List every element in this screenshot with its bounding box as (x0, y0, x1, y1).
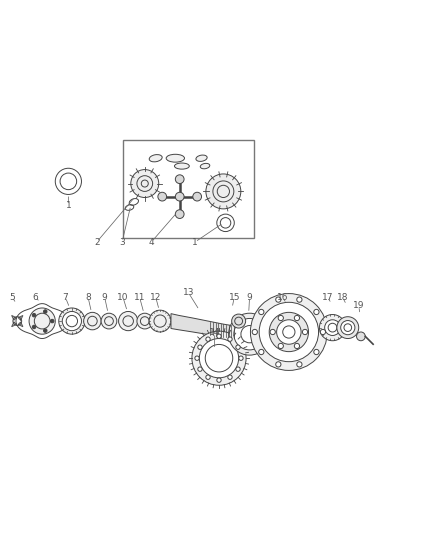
Ellipse shape (196, 155, 207, 161)
Circle shape (251, 294, 327, 370)
Circle shape (294, 343, 300, 349)
Text: 5: 5 (9, 293, 15, 302)
Ellipse shape (174, 163, 189, 169)
Ellipse shape (200, 164, 210, 169)
Circle shape (175, 210, 184, 219)
Bar (123, 140, 254, 238)
Text: 13: 13 (183, 288, 194, 297)
Polygon shape (12, 322, 16, 327)
Text: 4: 4 (148, 238, 154, 247)
Circle shape (234, 318, 265, 350)
Circle shape (198, 367, 202, 372)
Circle shape (62, 311, 81, 330)
Circle shape (228, 375, 232, 379)
Circle shape (269, 312, 308, 352)
Polygon shape (18, 322, 23, 327)
Circle shape (192, 331, 246, 385)
Circle shape (193, 192, 201, 201)
Circle shape (43, 310, 47, 313)
Circle shape (206, 337, 210, 341)
Circle shape (236, 367, 240, 372)
Text: 17: 17 (321, 293, 333, 302)
Text: 3: 3 (119, 238, 125, 247)
Circle shape (119, 311, 138, 330)
Text: 18: 18 (337, 293, 348, 302)
Text: 2: 2 (94, 238, 99, 247)
Text: 11: 11 (134, 293, 145, 302)
Circle shape (228, 337, 232, 341)
Circle shape (175, 175, 184, 183)
Ellipse shape (166, 154, 184, 162)
Circle shape (131, 169, 159, 198)
Circle shape (302, 329, 307, 335)
Circle shape (236, 345, 240, 350)
Circle shape (314, 309, 319, 314)
Circle shape (32, 325, 36, 329)
Text: 10: 10 (117, 293, 129, 302)
Circle shape (29, 308, 55, 334)
Circle shape (252, 329, 258, 335)
Circle shape (149, 310, 171, 332)
Circle shape (206, 375, 210, 379)
Text: 14: 14 (209, 328, 220, 337)
Text: 15: 15 (229, 293, 240, 302)
Circle shape (84, 312, 101, 330)
Circle shape (325, 320, 340, 335)
Circle shape (276, 297, 281, 302)
Circle shape (320, 329, 325, 335)
Circle shape (217, 334, 221, 338)
Circle shape (337, 317, 359, 338)
Circle shape (341, 320, 355, 335)
Text: 7: 7 (63, 293, 68, 302)
Ellipse shape (149, 155, 162, 162)
Circle shape (259, 309, 264, 314)
Circle shape (206, 174, 241, 209)
Circle shape (259, 302, 318, 362)
Circle shape (195, 356, 199, 360)
Circle shape (50, 319, 54, 323)
Polygon shape (18, 316, 23, 320)
Text: 9: 9 (247, 293, 252, 302)
Circle shape (239, 356, 243, 360)
Circle shape (199, 338, 239, 378)
Circle shape (319, 314, 346, 341)
Circle shape (278, 343, 283, 349)
Text: 1: 1 (192, 238, 198, 247)
Text: 8: 8 (85, 293, 91, 302)
Circle shape (278, 316, 283, 321)
Circle shape (59, 308, 85, 334)
Circle shape (276, 362, 281, 367)
Circle shape (270, 329, 276, 335)
Circle shape (314, 350, 319, 354)
Text: 19: 19 (353, 301, 364, 310)
Circle shape (232, 314, 246, 328)
Circle shape (277, 320, 301, 344)
Text: 12: 12 (150, 293, 161, 302)
Circle shape (32, 313, 36, 317)
Circle shape (357, 332, 365, 341)
Circle shape (175, 192, 184, 201)
Text: 9: 9 (102, 293, 107, 302)
Circle shape (294, 316, 300, 321)
Polygon shape (12, 316, 16, 320)
Circle shape (297, 362, 302, 367)
Circle shape (198, 345, 202, 350)
Text: 1: 1 (66, 201, 71, 210)
Circle shape (259, 350, 264, 354)
Circle shape (217, 378, 221, 382)
Circle shape (158, 192, 166, 201)
Circle shape (43, 329, 47, 333)
Circle shape (229, 313, 271, 355)
Circle shape (101, 313, 117, 329)
Circle shape (297, 297, 302, 302)
Circle shape (137, 313, 152, 329)
Text: 6: 6 (33, 293, 39, 302)
Polygon shape (171, 313, 237, 338)
Text: 16: 16 (276, 293, 288, 302)
